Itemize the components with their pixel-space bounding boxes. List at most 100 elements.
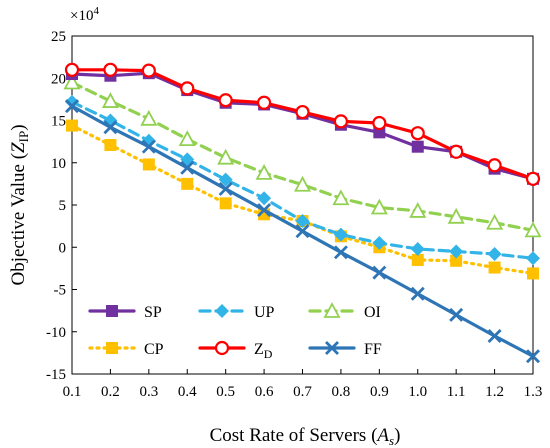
plot-area: [71, 35, 534, 375]
data-point-oi: [178, 130, 196, 146]
legend-marker: [106, 342, 118, 354]
x-axis-ticks: 0.1 0.2 0.3 0.4 0.5 0.6 0.7 0.8 0.9 1.0 1.1 1.2 1.3: [63, 369, 543, 400]
data-point-ff: [103, 120, 118, 135]
y-tick-label: -5: [54, 283, 67, 299]
data-point-sp: [411, 140, 424, 153]
legend-label: UP: [254, 304, 275, 321]
data-point-oi: [370, 198, 388, 215]
data-point-up: [295, 214, 310, 229]
series-cp: [66, 119, 539, 280]
data-point-up: [218, 172, 233, 187]
data-point-oi: [447, 207, 465, 224]
legend-label: OI: [364, 304, 381, 321]
series-line-sp: [70, 71, 535, 181]
marker-stroke: [257, 203, 272, 218]
series-zd: [64, 62, 541, 186]
legend-label: SP: [144, 304, 162, 321]
x-axis-title-sub: s: [389, 433, 394, 448]
y-multiplier-base: ×10: [70, 8, 93, 24]
marker-stroke: [449, 307, 464, 322]
legend-label: CP: [144, 341, 164, 358]
data-point-ff: [141, 139, 156, 154]
x-tick-label: 0.1: [63, 384, 82, 400]
series-layer: [63, 62, 542, 364]
x-tick-label: 0.5: [216, 384, 235, 400]
x-axis-title-var: A: [375, 425, 389, 446]
legend-label-text: Z: [254, 341, 264, 358]
y-tick-label: -15: [46, 367, 66, 383]
data-point-zd: [256, 95, 272, 110]
y-tick-label: -10: [46, 325, 66, 341]
data-point-oi: [140, 109, 158, 126]
x-tick-label: 0.2: [101, 384, 120, 400]
legend-marker: [325, 341, 339, 355]
data-point-zd: [449, 144, 464, 159]
y-axis-title-var: Z: [8, 142, 29, 153]
marker-stroke: [325, 341, 339, 355]
plot-border: [71, 35, 534, 375]
data-point-zd: [103, 62, 118, 77]
data-point-zd: [333, 114, 349, 129]
marker-stroke: [141, 139, 156, 154]
y-axis-ticks: 25 20 15 10 5 0 -5 -10 -15: [46, 29, 77, 383]
data-point-zd: [525, 171, 541, 186]
legend-label: FF: [364, 341, 382, 358]
x-tick-label: 0.4: [178, 384, 197, 400]
x-axis-title-end: ): [394, 425, 400, 446]
data-point-ff: [487, 328, 502, 343]
x-axis-title-main: Cost Rate of Servers (: [210, 425, 378, 446]
y-axis-title-end: ): [8, 124, 29, 130]
legend-label-text: UP: [254, 304, 275, 321]
marker-stroke: [333, 245, 348, 260]
data-point-ff: [449, 307, 464, 322]
data-point-up: [487, 247, 502, 262]
data-point-ff: [218, 181, 233, 196]
data-point-ff: [257, 203, 272, 218]
data-point-oi: [63, 73, 81, 90]
data-point-zd: [372, 115, 387, 131]
marker-stroke: [487, 328, 502, 343]
data-point-zd: [180, 81, 195, 96]
x-tick-label: 0.8: [332, 384, 351, 400]
data-point-oi: [486, 213, 504, 230]
legend-marker: [323, 302, 341, 318]
series-ff: [65, 99, 540, 364]
y-tick-label: 25: [51, 29, 66, 45]
y-axis-title-sub: IP: [16, 131, 31, 143]
marker-stroke: [410, 286, 425, 301]
legend-item-sp: SP: [88, 304, 162, 321]
legend-label-text: SP: [144, 304, 162, 321]
y-tick-label: 10: [51, 156, 66, 172]
data-point-up: [372, 236, 387, 251]
x-tick-label: 0.3: [139, 384, 158, 400]
legend-label-text: OI: [364, 304, 381, 321]
marker-stroke: [218, 181, 233, 196]
data-point-oi: [255, 163, 273, 180]
legend-label-subscript: D: [264, 347, 273, 361]
data-point-ff: [333, 245, 348, 260]
data-point-zd: [487, 158, 502, 173]
x-tick-label: 0.9: [370, 384, 389, 400]
data-point-up: [449, 244, 464, 259]
legend-item-cp: CP: [88, 341, 164, 358]
y-tick-label: 0: [59, 240, 67, 256]
data-point-up: [333, 227, 348, 242]
data-point-cp: [411, 253, 424, 266]
data-point-up: [65, 94, 79, 109]
data-point-zd: [295, 104, 310, 120]
data-point-cp: [450, 254, 463, 267]
data-point-zd: [141, 63, 156, 78]
x-tick-label: 1.3: [524, 384, 543, 400]
data-point-oi: [524, 221, 542, 238]
x-tick-label: 1.0: [408, 384, 427, 400]
data-point-ff: [65, 99, 79, 114]
data-point-cp: [142, 158, 155, 171]
data-point-oi: [332, 189, 350, 206]
data-point-oi: [217, 148, 235, 165]
data-point-zd: [410, 126, 425, 141]
data-point-cp: [181, 177, 194, 190]
data-point-ff: [295, 224, 310, 239]
legend: SP UP OI CP ZD FF: [88, 302, 382, 361]
x-tick-label: 1.2: [485, 384, 504, 400]
